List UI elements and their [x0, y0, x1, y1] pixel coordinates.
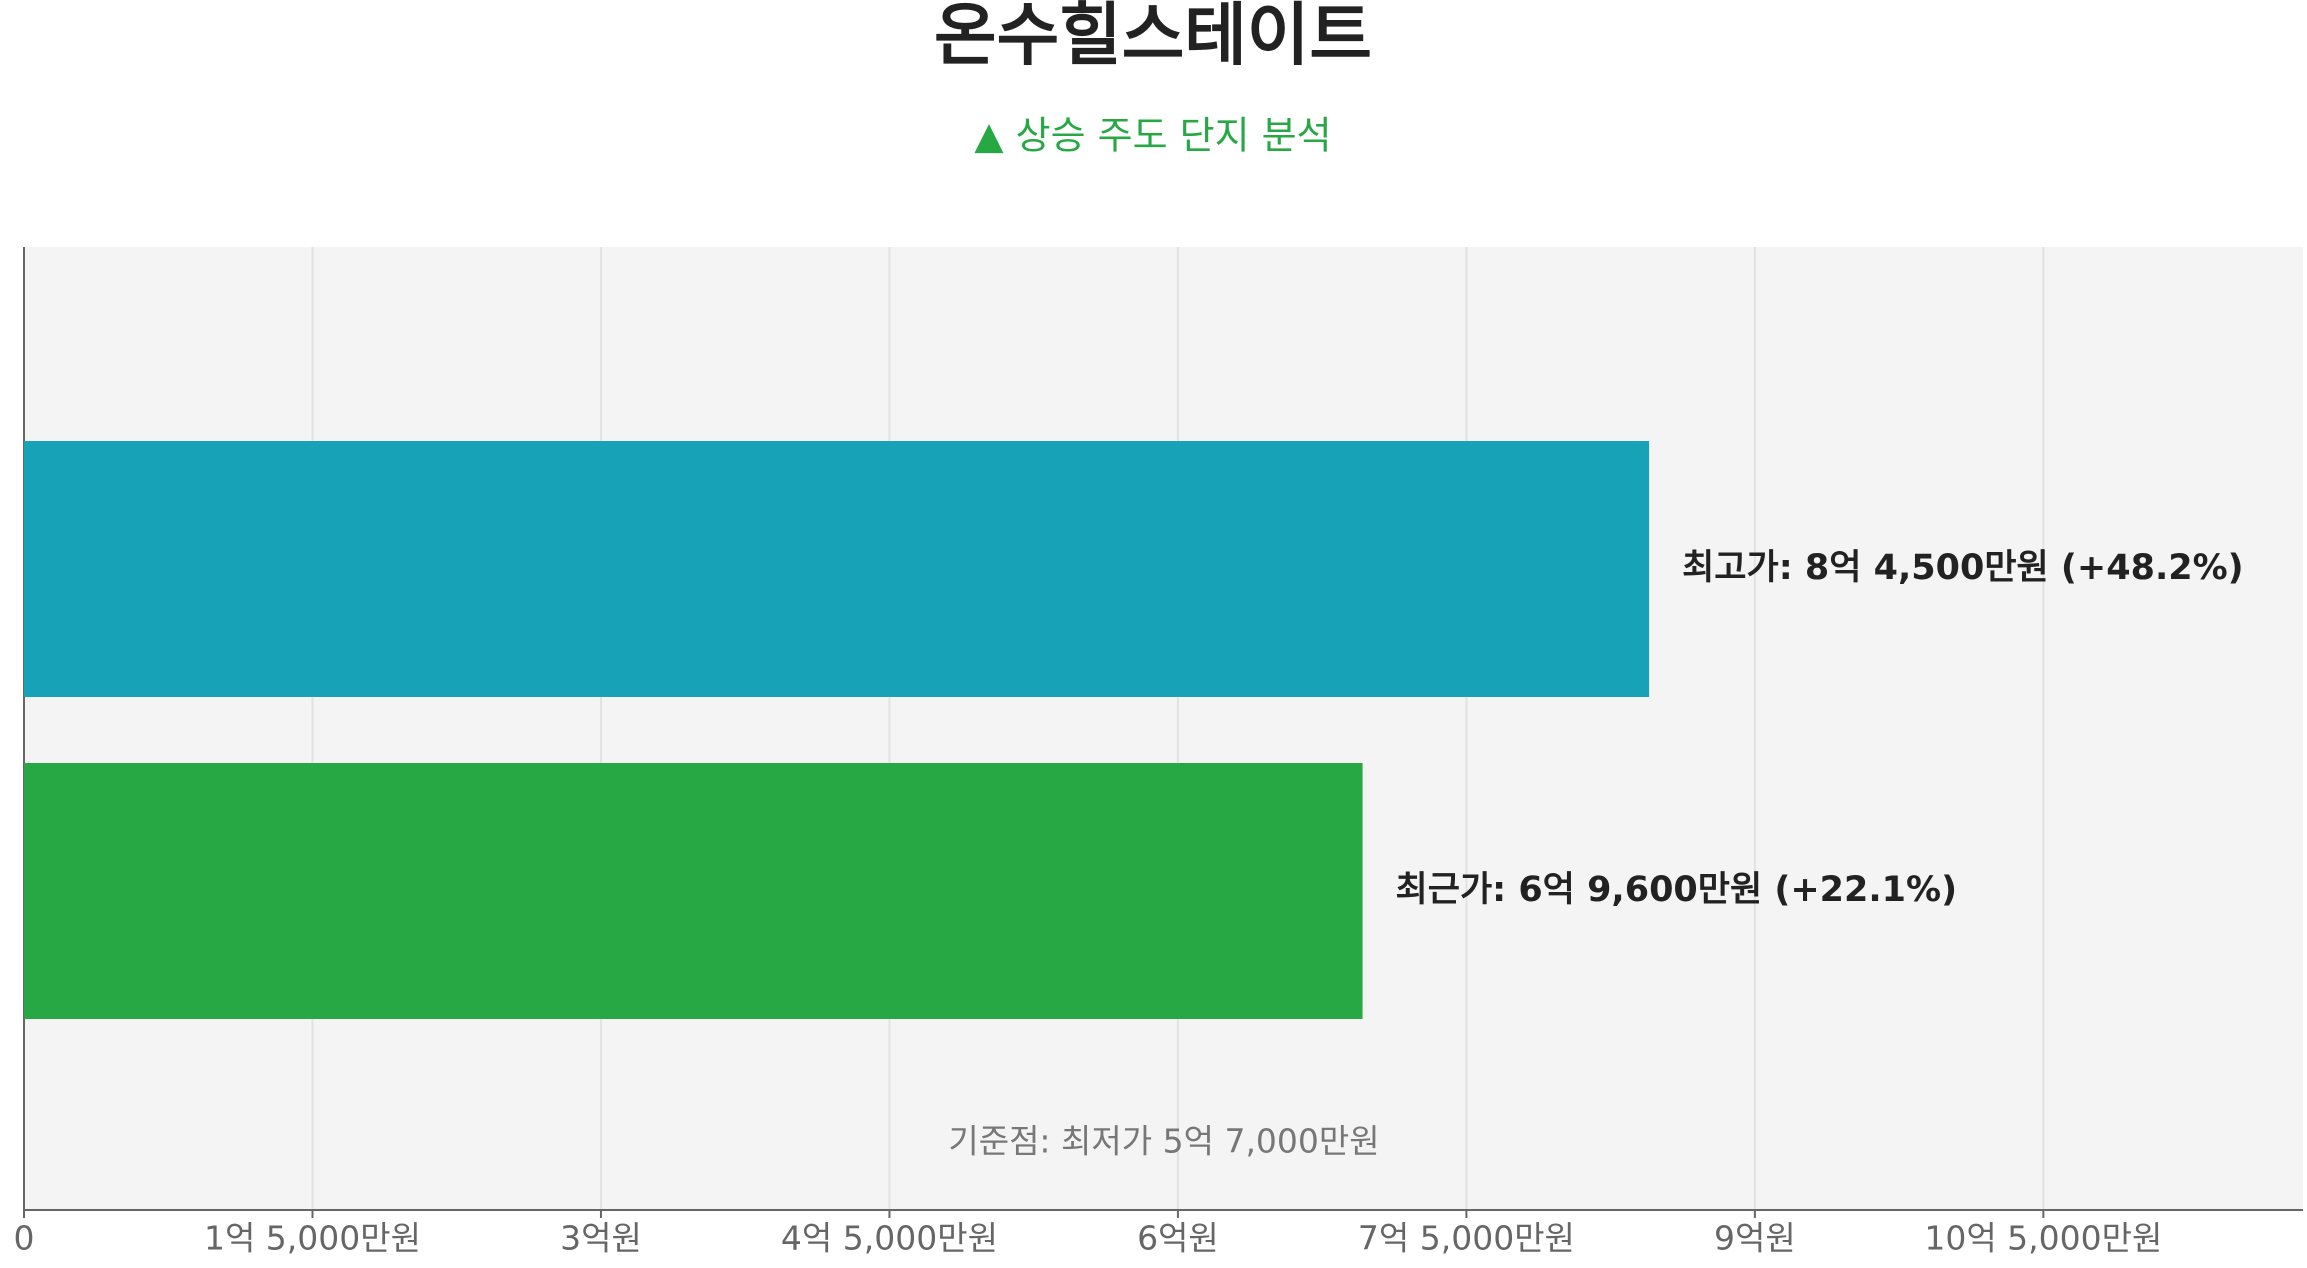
x-tick-label: 7억 5,000만원	[1358, 1219, 1575, 1258]
chart-title: 온수힐스테이트	[934, 0, 1372, 76]
x-tick-label: 3억원	[560, 1219, 642, 1258]
bar	[24, 763, 1363, 1019]
data-label: 최고가: 8억 4,500만원 (+48.2%)	[1682, 548, 2244, 588]
x-tick-label: 1억 5,000만원	[204, 1219, 421, 1258]
x-tick-label: 10억 5,000만원	[1924, 1219, 2162, 1258]
bar	[24, 441, 1650, 697]
annotation: 기준점: 최저가 5억 7,000만원	[948, 1122, 1379, 1161]
x-tick-label: 6억원	[1137, 1219, 1219, 1258]
x-tick-label: 9억원	[1714, 1219, 1796, 1258]
plot-area	[24, 247, 2303, 1210]
chart-subtitle: ▲ 상승 주도 단지 분석	[974, 114, 1331, 158]
x-tick-label: 4억 5,000만원	[781, 1219, 998, 1258]
x-tick-label: 0	[14, 1219, 35, 1258]
data-label: 최근가: 6억 9,600만원 (+22.1%)	[1396, 870, 1958, 910]
